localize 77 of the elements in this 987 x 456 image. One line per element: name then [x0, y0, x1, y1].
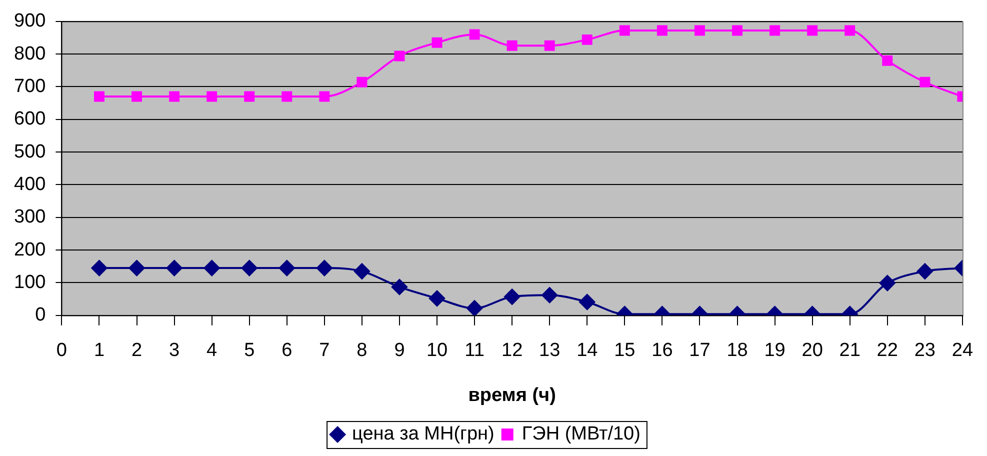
point	[206, 91, 218, 102]
x-tick-label: 19	[764, 340, 786, 362]
x-tick-label: 10	[426, 340, 448, 362]
y-tick-label: 700	[14, 76, 46, 97]
point	[132, 91, 142, 102]
x-tick-label: 18	[726, 340, 748, 362]
point	[429, 290, 446, 306]
point	[582, 34, 592, 45]
point	[920, 76, 930, 88]
point	[770, 25, 780, 36]
x-tick-label: 15	[614, 340, 636, 362]
x-tick-label: 7	[319, 340, 330, 362]
point	[94, 91, 104, 102]
legend-label: ГЭН (МВт/10)	[522, 424, 640, 445]
point	[504, 288, 520, 305]
point	[619, 25, 630, 36]
point	[879, 275, 896, 292]
x-tick-label: 24	[952, 340, 974, 362]
point	[241, 260, 258, 276]
x-tick-label: 4	[206, 340, 218, 362]
point	[166, 260, 182, 276]
point	[844, 25, 856, 36]
y-tick-label: 100	[14, 272, 46, 293]
point	[244, 91, 255, 102]
point	[882, 55, 893, 66]
point	[694, 25, 705, 36]
y-tick-label: 900	[14, 10, 46, 32]
point	[278, 260, 295, 276]
point	[128, 260, 145, 276]
point	[316, 260, 332, 276]
x-tick-label: 13	[539, 340, 560, 362]
x-tick-label: 6	[282, 340, 292, 362]
x-tick-label: 11	[464, 340, 484, 362]
point	[807, 25, 818, 36]
y-tick-label: 300	[14, 206, 46, 228]
x-tick-label: 2	[131, 340, 142, 362]
point	[204, 260, 220, 276]
y-tick-label: 0	[35, 304, 46, 326]
x-tick-label: 23	[914, 340, 936, 362]
point	[544, 40, 555, 51]
point	[91, 260, 108, 276]
x-axis-title: время (ч)	[468, 384, 556, 406]
x-tick-label: 16	[652, 340, 673, 362]
point	[466, 300, 483, 316]
x-tick-label: 12	[501, 340, 523, 362]
point	[391, 278, 408, 295]
x-tick-label: 1	[94, 340, 105, 362]
x-tick-label: 9	[394, 340, 405, 362]
x-tick-label: 21	[839, 340, 860, 362]
y-tick-label: 200	[14, 239, 46, 260]
point	[394, 50, 405, 62]
point	[506, 40, 518, 51]
point	[542, 287, 558, 304]
x-tick-label: 22	[876, 340, 898, 362]
point	[732, 25, 742, 36]
point	[319, 91, 330, 102]
point	[356, 76, 368, 88]
y-tick-label: 800	[14, 43, 46, 64]
x-tick-label: 5	[244, 340, 255, 362]
point	[916, 263, 933, 280]
point	[354, 263, 370, 280]
x-tick-label: 8	[356, 340, 368, 362]
y-tick-label: 600	[14, 108, 46, 130]
point	[579, 294, 596, 310]
point	[432, 37, 442, 48]
point	[469, 29, 480, 40]
y-tick-label: 400	[14, 174, 46, 195]
x-tick-label: 0	[56, 340, 67, 362]
y-tick-label: 500	[14, 141, 46, 162]
point	[282, 91, 292, 102]
legend-label: цена за МН(грн)	[352, 424, 494, 445]
x-tick-label: 14	[576, 340, 598, 362]
x-tick-label: 3	[169, 340, 180, 362]
point	[169, 91, 180, 102]
x-tick-label: 20	[802, 340, 823, 362]
point	[656, 25, 668, 36]
x-tick-label: 17	[689, 340, 710, 362]
